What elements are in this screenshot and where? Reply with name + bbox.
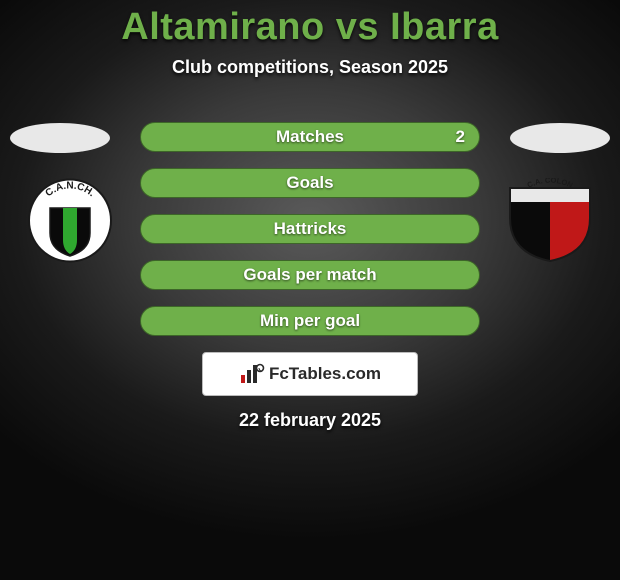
stat-label: Goals per match (243, 265, 376, 285)
club-badge-left: C.A.N.CH. (20, 178, 120, 263)
player-avatar-left (10, 123, 110, 153)
page-subtitle: Club competitions, Season 2025 (0, 57, 620, 78)
stat-row-min-per-goal: Min per goal (140, 306, 480, 336)
stat-row-matches: Matches 2 (140, 122, 480, 152)
club-badge-right: C.A. COLON (500, 178, 600, 263)
stat-label: Hattricks (274, 219, 347, 239)
stat-row-goals: Goals (140, 168, 480, 198)
player-avatar-right (510, 123, 610, 153)
infographic-date: 22 february 2025 (239, 410, 381, 431)
header: Altamirano vs Ibarra Club competitions, … (0, 0, 620, 78)
fctables-label: FcTables.com (269, 364, 381, 384)
fctables-link[interactable]: FcTables.com (202, 352, 418, 396)
stat-row-hattricks: Hattricks (140, 214, 480, 244)
stat-label: Min per goal (260, 311, 360, 331)
stat-row-goals-per-match: Goals per match (140, 260, 480, 290)
page-title: Altamirano vs Ibarra (0, 6, 620, 49)
stats-list: Matches 2 Goals Hattricks Goals per matc… (140, 122, 480, 352)
fctables-bars-icon (239, 363, 265, 385)
stat-right-value: 2 (456, 127, 465, 147)
stat-label: Matches (276, 127, 344, 147)
stat-label: Goals (286, 173, 333, 193)
